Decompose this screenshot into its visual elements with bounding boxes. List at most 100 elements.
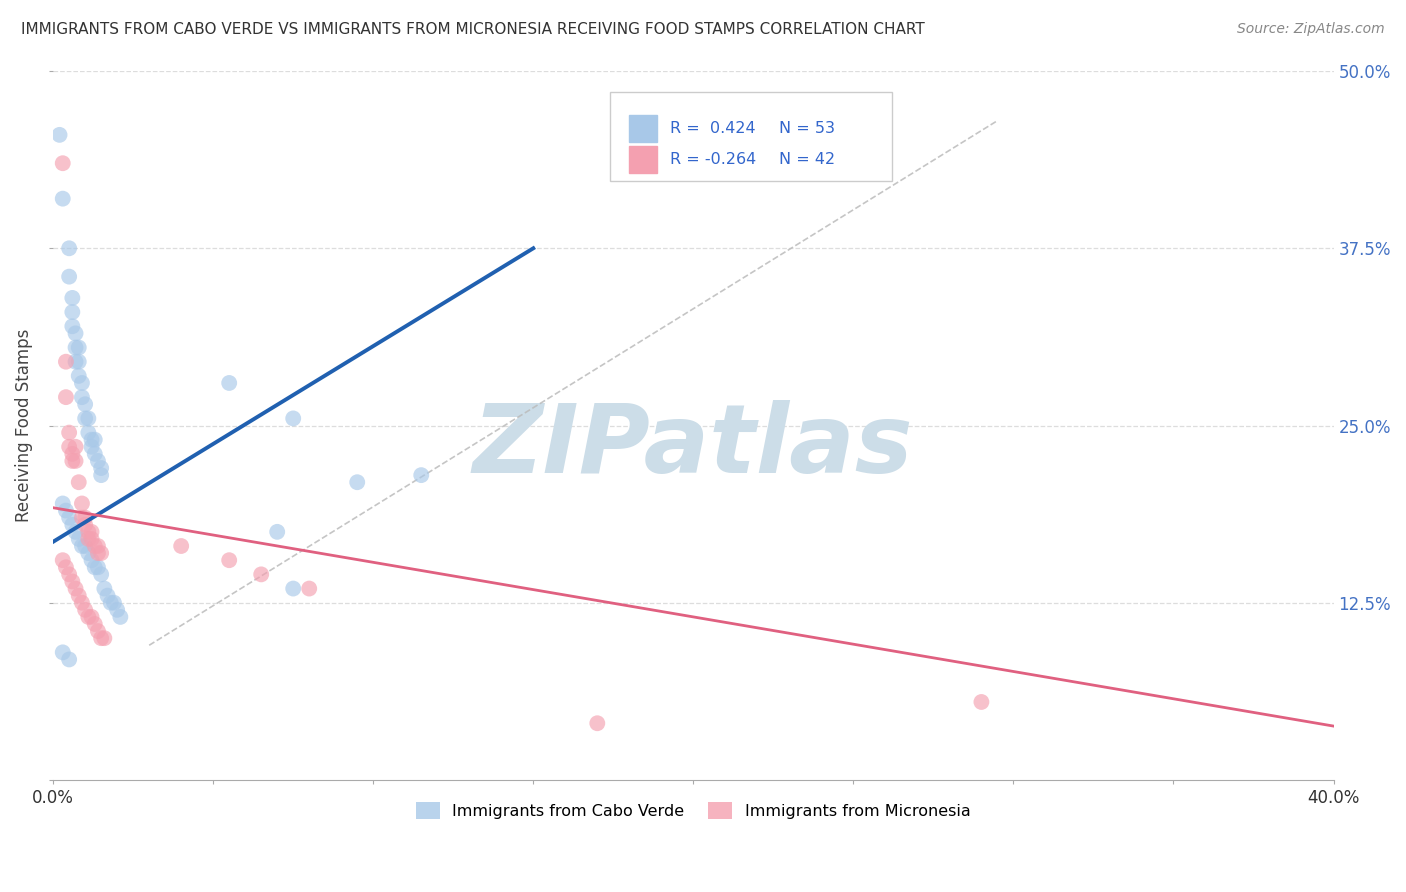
Point bbox=[218, 376, 240, 390]
Point bbox=[58, 425, 80, 440]
Point bbox=[586, 716, 609, 731]
Point bbox=[87, 560, 110, 574]
Point bbox=[87, 546, 110, 560]
Point bbox=[90, 567, 112, 582]
Point bbox=[100, 596, 122, 610]
Point bbox=[298, 582, 321, 596]
Point bbox=[60, 447, 83, 461]
Point bbox=[83, 617, 105, 632]
Point bbox=[60, 517, 83, 532]
Point bbox=[411, 468, 433, 483]
Text: N = 53: N = 53 bbox=[779, 121, 835, 136]
Point bbox=[80, 610, 103, 624]
Point bbox=[970, 695, 993, 709]
Point bbox=[70, 539, 93, 553]
Point bbox=[65, 582, 87, 596]
Point bbox=[65, 326, 87, 341]
Point bbox=[58, 269, 80, 284]
Point bbox=[58, 652, 80, 666]
Point bbox=[55, 560, 77, 574]
Text: Source: ZipAtlas.com: Source: ZipAtlas.com bbox=[1237, 22, 1385, 37]
Point bbox=[283, 582, 305, 596]
Point bbox=[58, 241, 80, 255]
Point bbox=[60, 574, 83, 589]
Point bbox=[70, 496, 93, 510]
Point bbox=[60, 291, 83, 305]
Point bbox=[77, 411, 100, 425]
Point bbox=[87, 624, 110, 638]
Text: N = 42: N = 42 bbox=[779, 152, 835, 167]
Point bbox=[346, 475, 368, 490]
Point bbox=[83, 560, 105, 574]
Point bbox=[90, 468, 112, 483]
Point bbox=[55, 355, 77, 369]
Bar bbox=[630, 146, 658, 173]
Point bbox=[52, 156, 75, 170]
Point bbox=[77, 524, 100, 539]
Point bbox=[70, 596, 93, 610]
Legend: Immigrants from Cabo Verde, Immigrants from Micronesia: Immigrants from Cabo Verde, Immigrants f… bbox=[409, 796, 977, 825]
Point bbox=[87, 539, 110, 553]
Point bbox=[103, 596, 125, 610]
Point bbox=[67, 475, 90, 490]
Point bbox=[90, 546, 112, 560]
Point bbox=[90, 631, 112, 645]
Point bbox=[58, 440, 80, 454]
Point bbox=[80, 524, 103, 539]
Point bbox=[96, 589, 118, 603]
Point bbox=[90, 461, 112, 475]
Point bbox=[83, 447, 105, 461]
Text: R =  0.424: R = 0.424 bbox=[671, 121, 756, 136]
Point bbox=[80, 532, 103, 546]
Point bbox=[75, 397, 97, 411]
Point bbox=[65, 524, 87, 539]
Point bbox=[77, 425, 100, 440]
Point bbox=[70, 510, 93, 524]
Point bbox=[67, 532, 90, 546]
Point bbox=[105, 603, 128, 617]
Bar bbox=[630, 115, 658, 142]
Point bbox=[60, 319, 83, 334]
Point bbox=[65, 454, 87, 468]
Point bbox=[110, 610, 132, 624]
Point bbox=[266, 524, 288, 539]
Point bbox=[77, 546, 100, 560]
Text: IMMIGRANTS FROM CABO VERDE VS IMMIGRANTS FROM MICRONESIA RECEIVING FOOD STAMPS C: IMMIGRANTS FROM CABO VERDE VS IMMIGRANTS… bbox=[21, 22, 925, 37]
Point bbox=[170, 539, 193, 553]
Point bbox=[80, 553, 103, 567]
Point bbox=[65, 440, 87, 454]
Point bbox=[60, 454, 83, 468]
Point bbox=[250, 567, 273, 582]
Point bbox=[87, 454, 110, 468]
Point bbox=[80, 433, 103, 447]
Point bbox=[55, 503, 77, 517]
Point bbox=[67, 355, 90, 369]
Point bbox=[283, 411, 305, 425]
Point bbox=[75, 411, 97, 425]
Point bbox=[77, 532, 100, 546]
Point bbox=[48, 128, 70, 142]
Point bbox=[93, 631, 115, 645]
Point bbox=[52, 645, 75, 659]
Point bbox=[75, 510, 97, 524]
Point bbox=[52, 192, 75, 206]
Point bbox=[70, 376, 93, 390]
Point bbox=[58, 567, 80, 582]
Point bbox=[52, 496, 75, 510]
Point bbox=[83, 433, 105, 447]
Point bbox=[77, 610, 100, 624]
Point bbox=[70, 390, 93, 404]
Point bbox=[58, 510, 80, 524]
Point bbox=[75, 603, 97, 617]
Point bbox=[67, 368, 90, 383]
Point bbox=[75, 539, 97, 553]
FancyBboxPatch shape bbox=[610, 93, 891, 181]
Point bbox=[67, 589, 90, 603]
Text: R = -0.264: R = -0.264 bbox=[671, 152, 756, 167]
Point bbox=[93, 582, 115, 596]
Point bbox=[67, 341, 90, 355]
Point bbox=[218, 553, 240, 567]
Point bbox=[65, 341, 87, 355]
Y-axis label: Receiving Food Stamps: Receiving Food Stamps bbox=[15, 329, 32, 522]
Point bbox=[55, 390, 77, 404]
